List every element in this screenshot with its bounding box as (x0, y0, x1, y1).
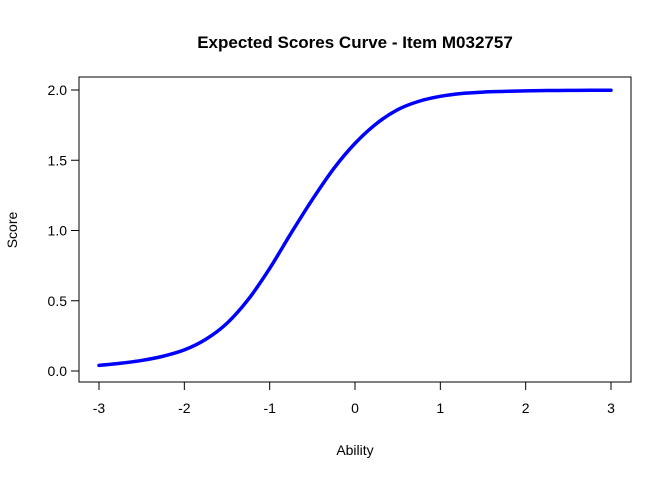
x-tick-label: 0 (351, 400, 359, 416)
plot-frame (78, 76, 632, 383)
x-axis-label: Ability (336, 442, 373, 458)
y-tick-label: 0.5 (48, 293, 68, 309)
x-tick-label: 3 (607, 400, 615, 416)
x-tick-label: 2 (522, 400, 530, 416)
x-tick-label: -1 (263, 400, 276, 416)
y-tick-label: 1.0 (48, 223, 68, 239)
y-tick-label: 2.0 (48, 82, 68, 98)
y-tick-label: 1.5 (48, 152, 68, 168)
chart-title: Expected Scores Curve - Item M032757 (197, 33, 513, 52)
series-layer (97, 88, 613, 368)
x-axis: -3 -2 -1 0 1 2 3 (93, 381, 615, 416)
expected-score-curve (97, 88, 613, 368)
x-tick-label: -2 (178, 400, 191, 416)
x-tick-label: -3 (93, 400, 106, 416)
y-axis: 0.0 0.5 1.0 1.5 2.0 (48, 82, 80, 379)
y-axis-label: Score (4, 212, 20, 249)
x-tick-label: 1 (436, 400, 444, 416)
y-tick-label: 0.0 (48, 363, 68, 379)
